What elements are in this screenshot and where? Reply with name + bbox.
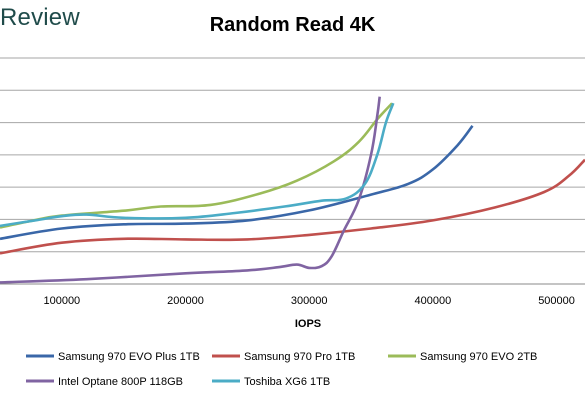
- series-line-0: [0, 125, 474, 241]
- x-tick-label: 100000: [43, 295, 80, 307]
- x-tick-label: 500000: [538, 295, 575, 307]
- series-line-1: [0, 158, 585, 255]
- legend-label-2: Samsung 970 EVO 2TB: [420, 351, 537, 363]
- legend-label-1: Samsung 970 Pro 1TB: [244, 351, 355, 363]
- x-axis-label: IOPS: [295, 318, 321, 330]
- series-line-3: [0, 96, 381, 284]
- series-line-2: [0, 102, 394, 229]
- series-lines: [0, 96, 585, 284]
- x-tick-label: 300000: [291, 295, 328, 307]
- chart-title: Random Read 4K: [209, 14, 376, 36]
- legend-label-3: Intel Optane 800P 118GB: [58, 376, 183, 388]
- x-tick-label: 400000: [415, 295, 452, 307]
- series-line-4: [0, 102, 395, 228]
- legend-label-4: Toshiba XG6 1TB: [244, 376, 330, 388]
- legend-label-0: Samsung 970 EVO Plus 1TB: [58, 351, 200, 363]
- gridlines: [0, 57, 585, 285]
- legend: Samsung 970 EVO Plus 1TB Samsung 970 Pro …: [26, 351, 537, 388]
- x-tick-label: 200000: [167, 295, 204, 307]
- x-axis-ticks: 100000 200000 300000 400000 500000: [43, 295, 574, 307]
- brand-logo-text: Review: [0, 4, 80, 31]
